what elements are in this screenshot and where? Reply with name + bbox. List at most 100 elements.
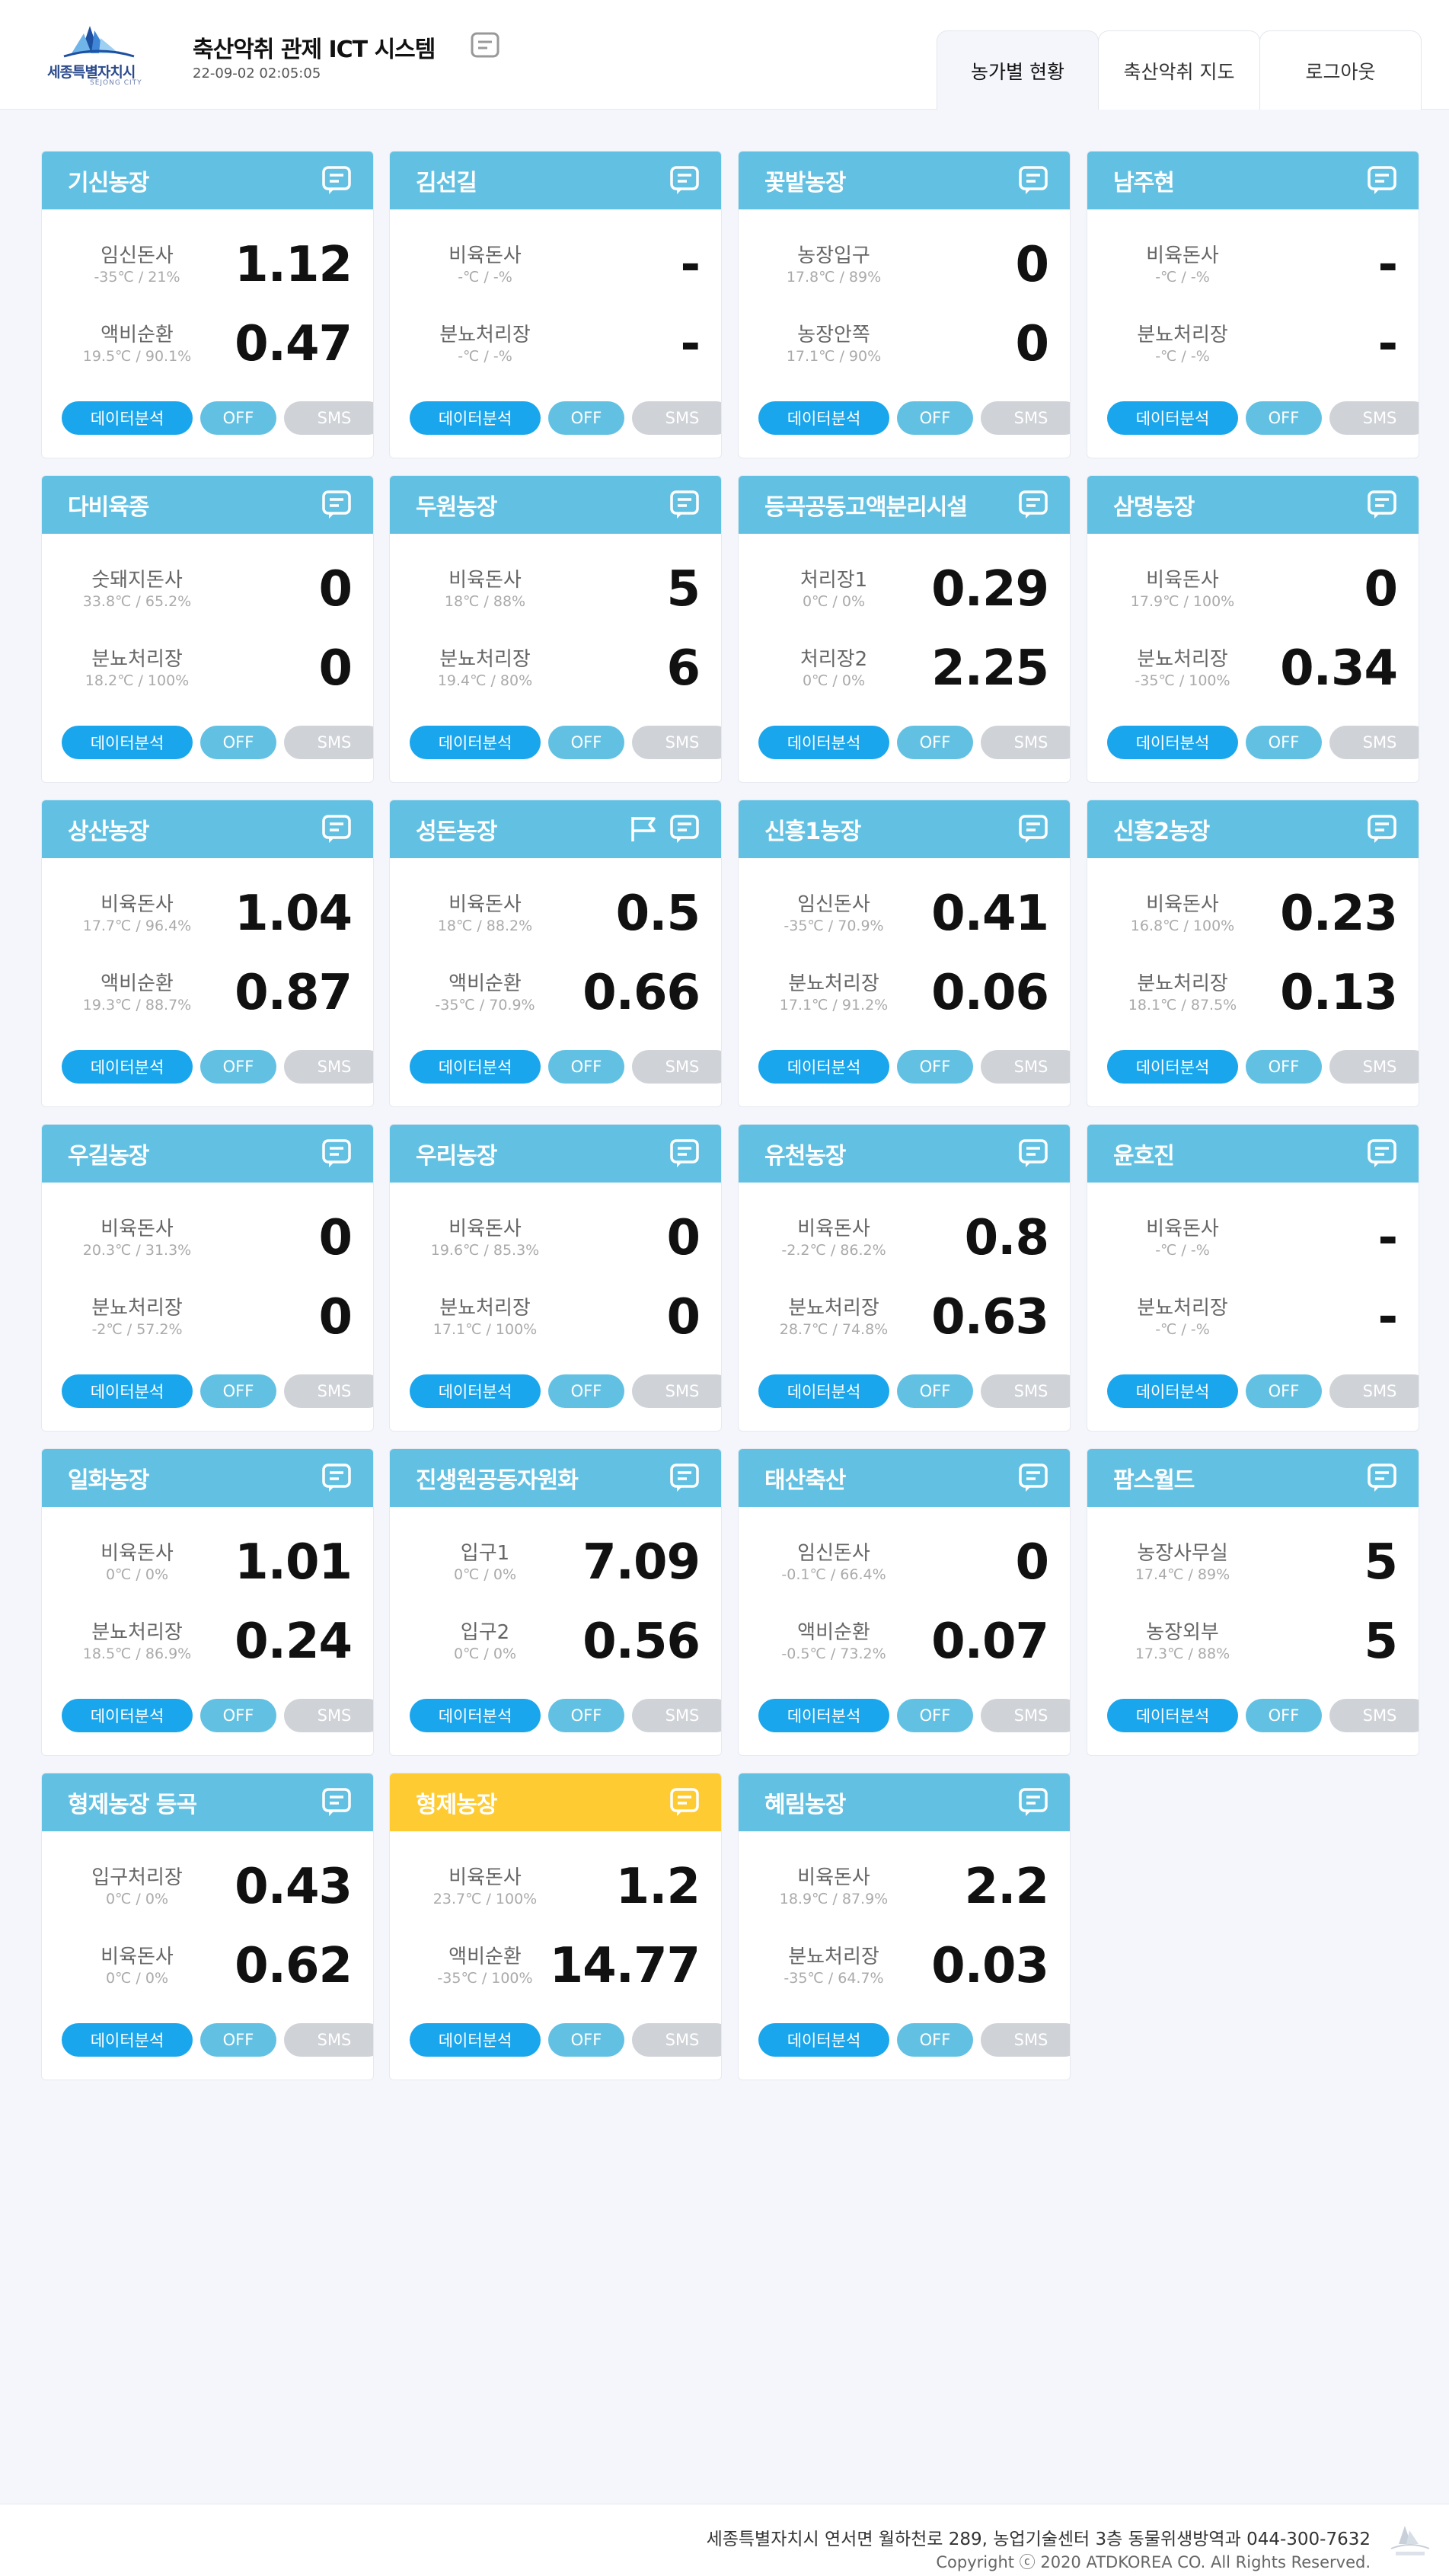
sms-button[interactable]: SMS bbox=[981, 1050, 1070, 1084]
sms-button[interactable]: SMS bbox=[284, 1050, 373, 1084]
memo-icon[interactable] bbox=[1367, 814, 1397, 844]
sms-button[interactable]: SMS bbox=[284, 1374, 373, 1408]
memo-icon[interactable] bbox=[1018, 165, 1048, 196]
off-toggle-button[interactable]: OFF bbox=[1246, 1699, 1322, 1732]
memo-icon[interactable] bbox=[1367, 1138, 1397, 1169]
sms-button[interactable]: SMS bbox=[981, 401, 1070, 435]
sms-button[interactable]: SMS bbox=[632, 1699, 721, 1732]
data-analysis-button[interactable]: 데이터분석 bbox=[1107, 1050, 1238, 1084]
memo-icon[interactable] bbox=[669, 1787, 700, 1818]
data-analysis-button[interactable]: 데이터분석 bbox=[410, 726, 541, 759]
sensor-location: 액비순환 bbox=[101, 972, 174, 995]
sms-button[interactable]: SMS bbox=[1329, 1050, 1419, 1084]
memo-icon[interactable] bbox=[1018, 814, 1048, 844]
data-analysis-button[interactable]: 데이터분석 bbox=[1107, 401, 1238, 435]
off-toggle-button[interactable]: OFF bbox=[897, 726, 973, 759]
sms-button[interactable]: SMS bbox=[632, 2023, 721, 2057]
memo-icon[interactable] bbox=[321, 814, 352, 844]
memo-icon[interactable] bbox=[1367, 490, 1397, 520]
data-analysis-button[interactable]: 데이터분석 bbox=[410, 2023, 541, 2057]
memo-icon[interactable] bbox=[1018, 1463, 1048, 1493]
sms-button[interactable]: SMS bbox=[981, 726, 1070, 759]
data-analysis-button[interactable]: 데이터분석 bbox=[62, 1374, 193, 1408]
sms-button[interactable]: SMS bbox=[284, 1699, 373, 1732]
memo-icon[interactable] bbox=[321, 1138, 352, 1169]
memo-icon[interactable] bbox=[471, 32, 499, 59]
off-toggle-button[interactable]: OFF bbox=[548, 1699, 624, 1732]
data-analysis-button[interactable]: 데이터분석 bbox=[410, 401, 541, 435]
sms-button[interactable]: SMS bbox=[1329, 401, 1419, 435]
memo-icon[interactable] bbox=[1367, 1463, 1397, 1493]
data-analysis-button[interactable]: 데이터분석 bbox=[410, 1374, 541, 1408]
memo-icon[interactable] bbox=[321, 1787, 352, 1818]
data-analysis-button[interactable]: 데이터분석 bbox=[1107, 1699, 1238, 1732]
sms-button[interactable]: SMS bbox=[981, 1699, 1070, 1732]
data-analysis-button[interactable]: 데이터분석 bbox=[410, 1050, 541, 1084]
memo-icon[interactable] bbox=[669, 1463, 700, 1493]
off-toggle-button[interactable]: OFF bbox=[548, 1050, 624, 1084]
memo-icon[interactable] bbox=[321, 165, 352, 196]
off-toggle-button[interactable]: OFF bbox=[897, 401, 973, 435]
off-toggle-button[interactable]: OFF bbox=[897, 1699, 973, 1732]
data-analysis-button[interactable]: 데이터분석 bbox=[758, 1699, 889, 1732]
off-toggle-button[interactable]: OFF bbox=[200, 726, 276, 759]
tab-odor-map[interactable]: 축산악취 지도 bbox=[1098, 30, 1260, 110]
sms-button[interactable]: SMS bbox=[632, 726, 721, 759]
memo-icon[interactable] bbox=[321, 1463, 352, 1493]
off-toggle-button[interactable]: OFF bbox=[897, 1374, 973, 1408]
off-toggle-button[interactable]: OFF bbox=[548, 726, 624, 759]
off-toggle-button[interactable]: OFF bbox=[897, 2023, 973, 2057]
off-toggle-button[interactable]: OFF bbox=[200, 1050, 276, 1084]
off-toggle-button[interactable]: OFF bbox=[1246, 1374, 1322, 1408]
memo-icon[interactable] bbox=[669, 165, 700, 196]
sensor-odor-value: 0.62 bbox=[235, 1938, 353, 1994]
data-analysis-button[interactable]: 데이터분석 bbox=[758, 2023, 889, 2057]
memo-icon[interactable] bbox=[1018, 490, 1048, 520]
memo-icon[interactable] bbox=[669, 490, 700, 520]
off-toggle-button[interactable]: OFF bbox=[1246, 726, 1322, 759]
sms-button[interactable]: SMS bbox=[1329, 1374, 1419, 1408]
sms-button[interactable]: SMS bbox=[1329, 726, 1419, 759]
sms-button[interactable]: SMS bbox=[632, 1050, 721, 1084]
off-toggle-button[interactable]: OFF bbox=[1246, 401, 1322, 435]
off-toggle-button[interactable]: OFF bbox=[200, 401, 276, 435]
sms-button[interactable]: SMS bbox=[632, 1374, 721, 1408]
data-analysis-button[interactable]: 데이터분석 bbox=[410, 1699, 541, 1732]
off-toggle-button[interactable]: OFF bbox=[548, 401, 624, 435]
flag-icon[interactable] bbox=[628, 814, 659, 844]
data-analysis-button[interactable]: 데이터분석 bbox=[62, 1050, 193, 1084]
memo-icon[interactable] bbox=[1367, 165, 1397, 196]
memo-icon[interactable] bbox=[669, 814, 700, 844]
data-analysis-button[interactable]: 데이터분석 bbox=[758, 726, 889, 759]
off-toggle-button[interactable]: OFF bbox=[200, 1374, 276, 1408]
data-analysis-button[interactable]: 데이터분석 bbox=[1107, 1374, 1238, 1408]
off-toggle-button[interactable]: OFF bbox=[897, 1050, 973, 1084]
sms-button[interactable]: SMS bbox=[284, 726, 373, 759]
off-toggle-button[interactable]: OFF bbox=[1246, 1050, 1322, 1084]
off-toggle-button[interactable]: OFF bbox=[548, 1374, 624, 1408]
logout-button[interactable]: 로그아웃 bbox=[1259, 30, 1422, 110]
sejong-logo[interactable]: 세종특별자치시 SEJONG CITY bbox=[44, 23, 158, 90]
sms-button[interactable]: SMS bbox=[1329, 1699, 1419, 1732]
off-toggle-button[interactable]: OFF bbox=[548, 2023, 624, 2057]
data-analysis-button[interactable]: 데이터분석 bbox=[1107, 726, 1238, 759]
data-analysis-button[interactable]: 데이터분석 bbox=[758, 1374, 889, 1408]
data-analysis-button[interactable]: 데이터분석 bbox=[62, 401, 193, 435]
sms-button[interactable]: SMS bbox=[981, 1374, 1070, 1408]
data-analysis-button[interactable]: 데이터분석 bbox=[758, 1050, 889, 1084]
sms-button[interactable]: SMS bbox=[632, 401, 721, 435]
sms-button[interactable]: SMS bbox=[284, 2023, 373, 2057]
sms-button[interactable]: SMS bbox=[284, 401, 373, 435]
data-analysis-button[interactable]: 데이터분석 bbox=[62, 2023, 193, 2057]
memo-icon[interactable] bbox=[669, 1138, 700, 1169]
off-toggle-button[interactable]: OFF bbox=[200, 1699, 276, 1732]
tab-farm-status[interactable]: 농가별 현황 bbox=[937, 30, 1099, 110]
sms-button[interactable]: SMS bbox=[981, 2023, 1070, 2057]
data-analysis-button[interactable]: 데이터분석 bbox=[62, 1699, 193, 1732]
memo-icon[interactable] bbox=[1018, 1787, 1048, 1818]
memo-icon[interactable] bbox=[321, 490, 352, 520]
off-toggle-button[interactable]: OFF bbox=[200, 2023, 276, 2057]
memo-icon[interactable] bbox=[1018, 1138, 1048, 1169]
data-analysis-button[interactable]: 데이터분석 bbox=[62, 726, 193, 759]
data-analysis-button[interactable]: 데이터분석 bbox=[758, 401, 889, 435]
